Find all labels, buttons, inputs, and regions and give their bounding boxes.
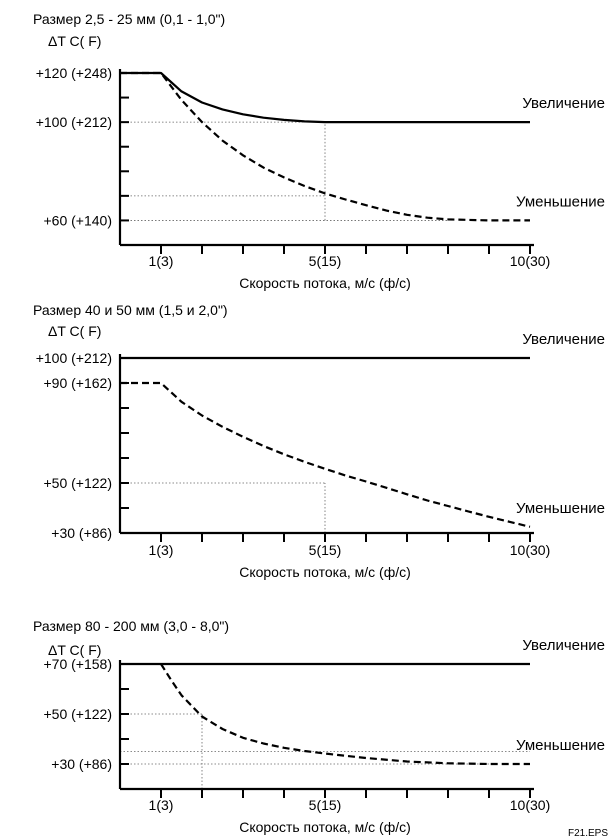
y-tick-label: +50 (+122) <box>44 475 113 491</box>
series-line-decrease <box>120 381 531 528</box>
series-line-decrease <box>120 71 530 222</box>
series-label: Уменьшение <box>516 500 605 517</box>
chart-title: Размер 40 и 50 мм (1,5 и 2,0") <box>33 302 228 318</box>
y-tick-label: +100 (+212) <box>36 350 112 366</box>
x-tick-label: 1(3) <box>149 542 174 558</box>
series-label: Увеличение <box>522 331 605 348</box>
y-axis-label: ΔT C( F) <box>48 323 101 339</box>
chart-title: Размер 80 - 200 мм (3,0 - 8,0") <box>33 618 229 634</box>
y-tick-label: +120 (+248) <box>36 65 112 81</box>
x-tick-label: 10(30) <box>510 253 550 269</box>
y-tick-label: +30 (+86) <box>51 525 112 541</box>
y-axis-label: ΔT C( F) <box>48 33 101 49</box>
y-tick-label: +100 (+212) <box>36 114 112 130</box>
x-tick-label: 1(3) <box>149 797 174 813</box>
series-label: Уменьшение <box>516 737 605 754</box>
series-label: Увеличение <box>522 637 605 654</box>
chart-title: Размер 2,5 - 25 мм (0,1 - 1,0") <box>33 11 225 27</box>
x-tick-label: 5(15) <box>309 542 342 558</box>
x-tick-label: 10(30) <box>510 797 550 813</box>
y-tick-label: +90 (+162) <box>44 375 113 391</box>
x-axis-label: Скорость потока, м/с (ф/с) <box>239 819 411 835</box>
x-tick-label: 10(30) <box>510 542 550 558</box>
x-axis-label: Скорость потока, м/с (ф/с) <box>239 275 411 291</box>
x-tick-label: 5(15) <box>309 797 342 813</box>
x-tick-label: 1(3) <box>149 253 174 269</box>
series-label: Уменьшение <box>516 193 605 210</box>
series-line-increase <box>120 71 530 124</box>
x-axis-label: Скорость потока, м/с (ф/с) <box>239 564 411 580</box>
chart-panel-1: Размер 2,5 - 25 мм (0,1 - 1,0") ΔT C( F) 1… <box>33 11 605 291</box>
chart-panel-2: Размер 40 и 50 мм (1,5 и 2,0") ΔT C( F) 1(… <box>33 302 605 580</box>
series-line-decrease <box>160 663 530 766</box>
y-axis-label: ΔT C( F) <box>48 642 101 658</box>
y-tick-label: +70 (+158) <box>44 656 113 672</box>
y-tick-label: +30 (+86) <box>51 756 112 772</box>
chart-panel-3: Размер 80 - 200 мм (3,0 - 8,0") ΔT C( F) 1… <box>33 618 605 835</box>
y-tick-label: +60 (+140) <box>44 212 113 228</box>
series-label: Увеличение <box>522 95 605 112</box>
x-tick-label: 5(15) <box>309 253 342 269</box>
y-tick-label: +50 (+122) <box>44 706 113 722</box>
figure-label: F21.EPS <box>568 828 608 839</box>
